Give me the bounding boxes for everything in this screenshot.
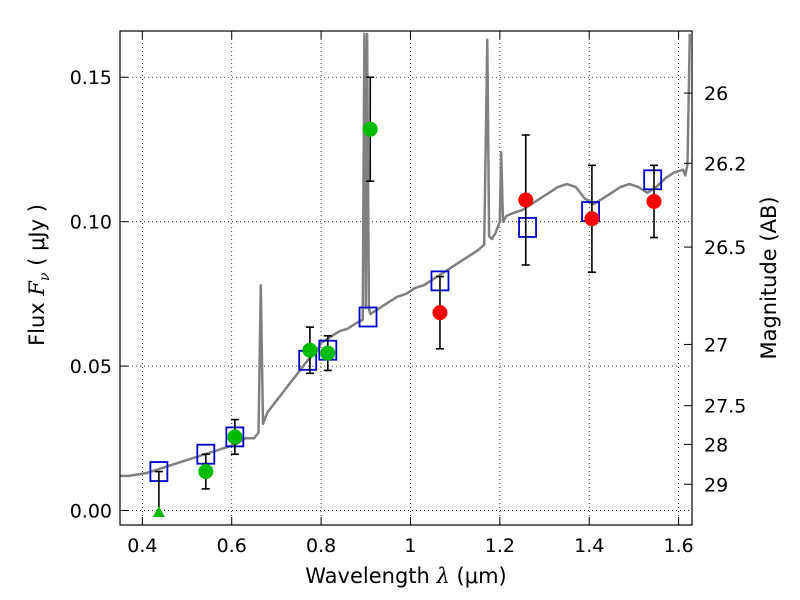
observed-data-point [432, 305, 448, 321]
x-tick-label: 0.8 [306, 535, 336, 557]
observed-data-point [584, 211, 600, 227]
y-tick-label: 0.05 [70, 356, 112, 378]
x-tick-label: 0.6 [217, 535, 247, 557]
model-photometry-marker [643, 169, 663, 191]
model-photometry-marker [358, 306, 378, 328]
observed-data-point [302, 342, 318, 358]
model-photometry-marker [518, 217, 537, 238]
observed-data-point [362, 121, 378, 137]
plot-frame [119, 30, 693, 526]
observed-data-point [227, 429, 243, 445]
x-tick-label: 0.4 [127, 535, 157, 557]
y2-tick-label: 28 [704, 434, 728, 456]
y2-tick-label: 26 [704, 83, 728, 105]
axes: 0.4 0.6 0.8 1 1.2 1.4 1.6 0.00 0.05 0.10 0.15 26 26.… [70, 31, 746, 557]
x-tick-label: 1.4 [574, 535, 604, 557]
observed-data-point [198, 464, 214, 480]
x-axis-title: Wavelength λ (μm) [305, 564, 506, 588]
y2-tick-label: 26.5 [704, 237, 746, 259]
y2-tick-label: 29 [704, 474, 728, 496]
y-tick-label: 0.10 [70, 212, 112, 234]
upper-limit-marker [152, 506, 165, 517]
y2-tick-label: 27 [704, 334, 728, 356]
x-tick-label: 1.6 [663, 535, 693, 557]
y-tick-label: 0.15 [70, 67, 112, 89]
x-tick-label: 1 [404, 535, 416, 557]
y2-tick-label: 26.2 [704, 153, 746, 175]
grid-lines [120, 31, 692, 525]
observed-data-point [518, 192, 534, 208]
plot-area [120, 32, 692, 517]
observed-data-point [320, 345, 336, 361]
y2-axis-title: Magnitude (AB) [757, 196, 781, 359]
model-spectrum-line [120, 32, 692, 478]
y-axis-title: Flux Fν ( μJy ) [25, 204, 53, 346]
observed-data-point [646, 193, 662, 209]
y-tick-label: 0.00 [70, 501, 112, 523]
x-tick-label: 1.2 [485, 535, 515, 557]
y2-tick-label: 27.5 [704, 396, 746, 418]
